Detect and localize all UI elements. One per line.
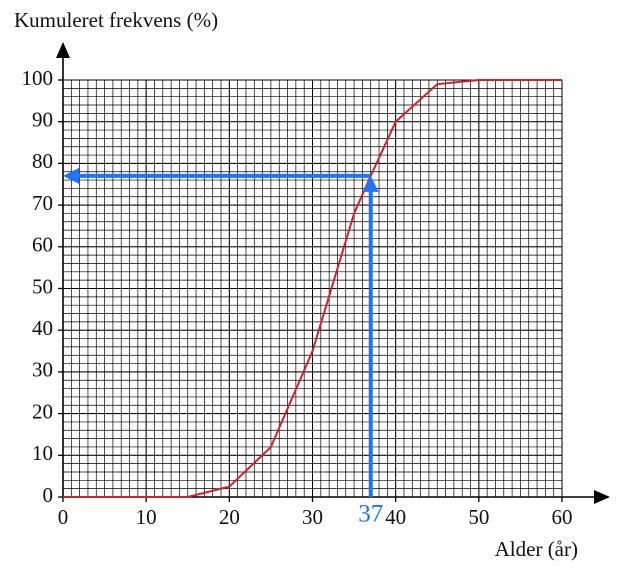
y-tick-label: 40: [32, 316, 53, 340]
y-axis-arrow: [56, 42, 70, 58]
y-tick-label: 50: [32, 274, 53, 298]
x-tick-label: 10: [136, 505, 157, 529]
x-tick-label: 50: [468, 505, 489, 529]
annotation-label: 37: [358, 501, 383, 528]
y-tick-label: 20: [32, 399, 53, 423]
y-tick-label: 90: [32, 108, 53, 132]
x-tick-label: 40: [385, 505, 406, 529]
x-axis-arrow: [594, 490, 610, 504]
y-tick-label: 100: [22, 66, 54, 90]
y-tick-label: 70: [32, 191, 53, 215]
annotation-arrowhead: [63, 167, 79, 184]
annotation-arrowhead: [362, 175, 379, 192]
y-axis-label: Kumuleret frekvens (%): [14, 8, 218, 32]
curve: [63, 79, 562, 498]
x-tick-label: 30: [302, 505, 323, 529]
y-tick-label: 30: [32, 358, 53, 382]
x-tick-label: 0: [58, 505, 69, 529]
y-tick-label: 80: [32, 149, 53, 173]
y-tick-label: 60: [32, 233, 53, 257]
x-tick-label: 60: [552, 505, 573, 529]
x-axis-label: Alder (år): [495, 537, 578, 561]
x-tick-label: 20: [219, 505, 240, 529]
y-tick-label: 10: [32, 441, 53, 465]
y-tick-label: 0: [43, 483, 54, 507]
